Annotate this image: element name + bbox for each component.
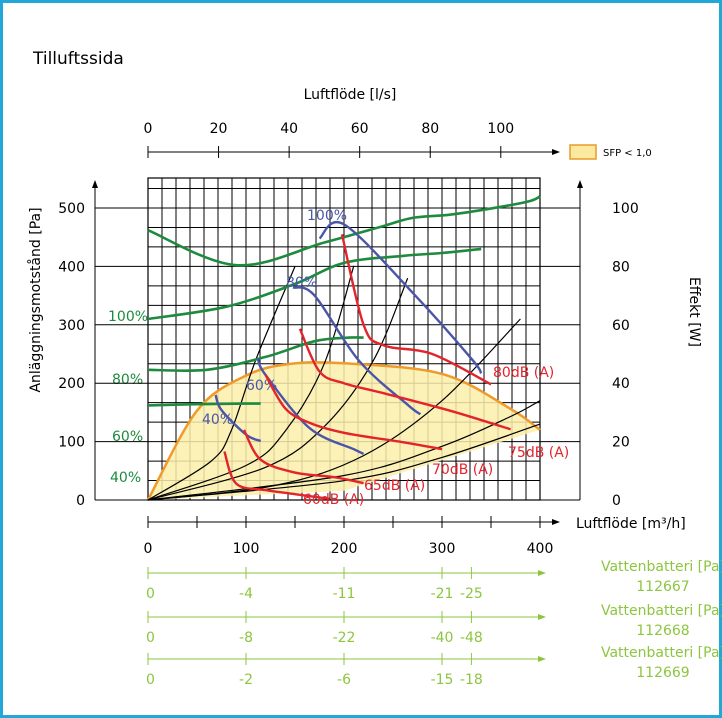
water-axis-tick-label: 0 [146, 672, 155, 688]
sound-line-label: 75dB (A) [508, 445, 569, 461]
left-axis-tick-label: 100 [58, 435, 85, 451]
system-curve [147, 265, 355, 501]
water-axis-id: 112668 [636, 623, 689, 639]
sound-line-label: 65dB (A) [364, 478, 425, 494]
water-axis-tick-label: -2 [239, 672, 253, 688]
sound-line-label: 80dB (A) [493, 365, 554, 381]
water-axis-id: 112667 [636, 579, 689, 595]
water-axis-tick-label: 0 [146, 586, 155, 602]
water-axis-tick-label: -22 [333, 630, 356, 646]
speed-line-label: 100% [307, 208, 347, 224]
bottom-axis-tick-label: 300 [429, 541, 456, 557]
top-axis-label: Luftflöde [l/s] [304, 87, 397, 103]
sound-line-label: 70dB (A) [432, 462, 493, 478]
water-axis-tick-label: 0 [146, 630, 155, 646]
right-axis-arrow-icon [577, 180, 583, 188]
speed-line-60pct [256, 357, 365, 455]
water-axis-label: Vattenbatteri [Pa] [601, 645, 722, 661]
left-axis-label: Anläggningsmotstånd [Pa] [27, 207, 44, 392]
right-axis-tick-label: 0 [612, 493, 621, 509]
sound-line-65db [242, 429, 364, 485]
water-axis-tick-label: -15 [431, 672, 454, 688]
water-axis-id: 112669 [636, 665, 689, 681]
legend-swatch [569, 144, 597, 160]
right-axis-tick-label: 80 [612, 259, 630, 275]
legend-label: SFP < 1,0 [603, 148, 652, 159]
water-axis-tick-label: -11 [333, 586, 356, 602]
bottom-axis-tick-label: 100 [233, 541, 260, 557]
left-axis-tick-label: 0 [76, 493, 85, 509]
water-axis-tick-label: -8 [239, 630, 253, 646]
right-axis-tick-label: 20 [612, 435, 630, 451]
top-axis-tick-label: 20 [210, 121, 228, 137]
fan-curve-40pct [147, 402, 261, 407]
water-axis-tick-label: -25 [460, 586, 483, 602]
fan-curve-80pct [147, 247, 482, 321]
top-axis-tick-label: 40 [280, 121, 298, 137]
right-axis-tick-label: 40 [612, 376, 630, 392]
water-axis-arrow-icon [538, 614, 546, 620]
left-axis-tick-label: 400 [58, 259, 85, 275]
sound-line-70db [264, 374, 443, 451]
top-axis-tick-label: 100 [487, 121, 514, 137]
speed-line-label: 40% [202, 412, 233, 428]
water-axis-tick-label: -48 [460, 630, 483, 646]
top-axis-tick-label: 80 [421, 121, 439, 137]
water-axis-tick-label: -21 [431, 586, 454, 602]
fan-curve-label: 60% [112, 429, 143, 445]
plot-border [147, 177, 541, 501]
left-axis-tick-label: 500 [58, 201, 85, 217]
bottom-axis-arrow-icon [552, 519, 560, 525]
top-axis-tick-label: 60 [351, 121, 369, 137]
bottom-axis-label: Luftflöde [m³/h] [576, 516, 686, 532]
water-axis-arrow-icon [538, 570, 546, 576]
water-axis-label: Vattenbatteri [Pa] [601, 603, 722, 619]
bottom-axis-tick-label: 200 [331, 541, 358, 557]
fan-curve-100pct [147, 195, 541, 267]
left-axis-tick-label: 200 [58, 376, 85, 392]
bottom-axis-tick-label: 400 [527, 541, 554, 557]
fan-curve-label: 40% [110, 470, 141, 486]
system-curve [147, 423, 541, 501]
water-axis-label: Vattenbatteri [Pa] [601, 559, 722, 575]
speed-line-100pct [318, 221, 483, 374]
chart-title: Tilluftssida [32, 49, 124, 69]
system-curve [147, 400, 541, 501]
right-axis-tick-label: 60 [612, 318, 630, 334]
top-axis-arrow-icon [552, 149, 560, 155]
sound-line-label: 60dB (A) [303, 492, 364, 508]
sound-line-75db [298, 328, 511, 431]
water-axis-tick-label: -18 [460, 672, 483, 688]
sound-line-60db [223, 451, 330, 500]
right-axis-label: Effekt [W] [686, 277, 702, 347]
system-curve [147, 277, 409, 501]
left-axis-arrow-icon [92, 180, 98, 188]
right-axis-tick-label: 100 [612, 201, 639, 217]
system-curve [147, 266, 296, 501]
speed-line-40pct [214, 394, 262, 443]
water-axis-tick-label: -4 [239, 586, 253, 602]
speed-line-80pct [292, 286, 422, 416]
fan-curve-60pct [147, 336, 364, 373]
water-axis-tick-label: -40 [431, 630, 454, 646]
fan-curve-label: 100% [108, 309, 148, 325]
bottom-axis-tick-label: 0 [144, 541, 153, 557]
top-axis-tick-label: 0 [144, 121, 153, 137]
sound-line-80db [340, 234, 492, 386]
water-axis-tick-label: -6 [337, 672, 351, 688]
speed-line-label: 80% [286, 275, 317, 291]
fan-curve-label: 80% [112, 372, 143, 388]
water-axis-arrow-icon [538, 656, 546, 662]
left-axis-tick-label: 300 [58, 318, 85, 334]
